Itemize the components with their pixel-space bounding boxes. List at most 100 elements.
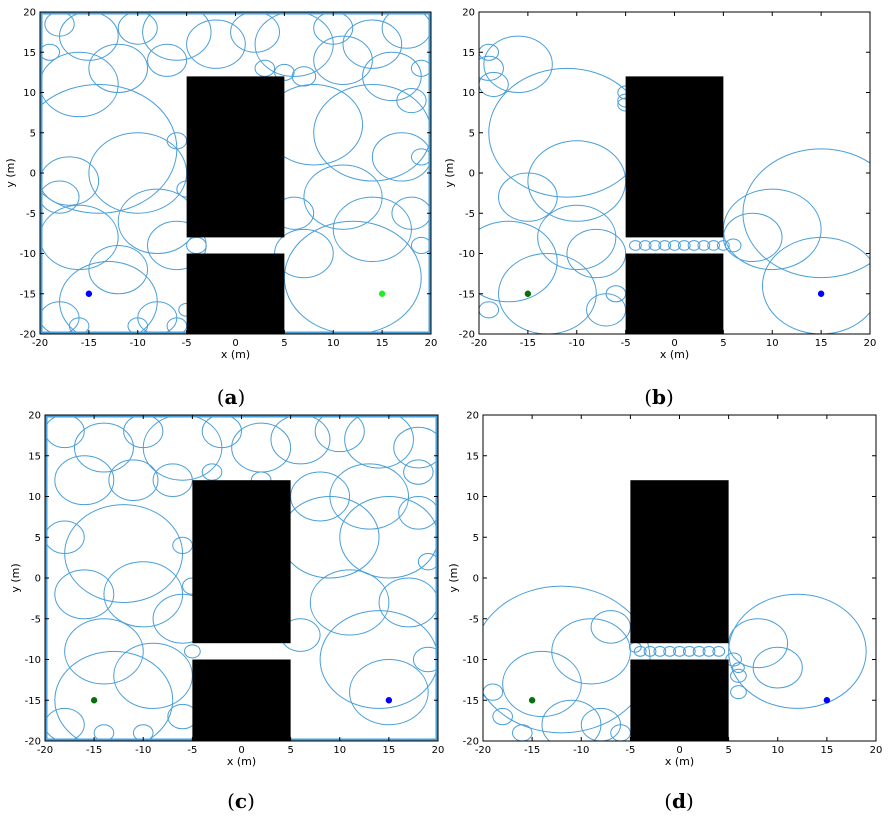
y-axis-label: y (m): [4, 158, 17, 187]
coverage-circle: [752, 646, 803, 689]
coverage-circle: [344, 415, 414, 469]
x-tick-label: 10: [766, 338, 779, 349]
y-tick-label: 10: [23, 88, 36, 99]
coverage-circle: [270, 415, 331, 465]
marker-point: [528, 697, 536, 704]
y-tick-label: -15: [459, 289, 475, 300]
y-tick-label: -15: [25, 696, 41, 707]
coverage-circle: [479, 220, 558, 303]
y-tick-label: 10: [28, 492, 41, 503]
coverage-circle: [629, 240, 642, 251]
obstacle: [630, 659, 729, 741]
y-tick-label: 20: [28, 411, 41, 422]
coverage-circle: [590, 610, 631, 644]
obstacle: [186, 76, 285, 238]
coverage-circle: [479, 43, 500, 61]
x-tick-label: -20: [475, 745, 491, 756]
x-tick-label: 10: [333, 745, 346, 756]
coverage-circle: [410, 59, 431, 77]
coverage-circle: [668, 240, 681, 251]
y-tick-label: 0: [35, 574, 41, 585]
y-axis-label: y (m): [447, 563, 460, 592]
x-tick-label: 5: [725, 745, 731, 756]
coverage-circle: [498, 172, 558, 222]
x-tick-label: 15: [821, 745, 834, 756]
coverage-circle: [398, 496, 438, 530]
coverage-circle: [761, 236, 870, 334]
panel-caption: (b): [644, 385, 674, 409]
coverage-circle: [40, 51, 119, 118]
panel-c: -20 -15 -10 -5 0 5 10 15 20 -20 -15 -10 -5 0 5 10 15 20 x …: [9, 411, 444, 814]
coverage-circle: [54, 569, 115, 620]
y-tick-label: 5: [473, 533, 479, 544]
coverage-circle: [412, 646, 438, 673]
y-tick-label: 5: [35, 533, 41, 544]
y-tick-label: -5: [469, 614, 479, 625]
coverage-circle: [40, 180, 80, 214]
coverage-circle: [303, 164, 383, 230]
obstacle: [625, 253, 724, 334]
x-tick-label: 0: [671, 338, 677, 349]
x-tick-label: 0: [232, 338, 238, 349]
coverage-circle: [730, 668, 747, 683]
x-tick-label: -5: [187, 745, 197, 756]
coverage-circle: [492, 707, 513, 726]
coverage-circle: [230, 12, 280, 53]
panel-caption: (a): [217, 385, 246, 409]
coverage-circle: [483, 683, 504, 701]
x-tick-label: -20: [32, 338, 48, 349]
coverage-circle: [663, 645, 677, 657]
x-tick-label: -10: [135, 745, 151, 756]
y-tick-label: 0: [473, 574, 479, 585]
x-tick-label: -10: [130, 338, 146, 349]
y-tick-label: -10: [25, 655, 41, 666]
coverage-circle: [142, 12, 212, 61]
coverage-circle: [313, 35, 373, 85]
coverage-circle: [410, 236, 431, 254]
coverage-circle: [732, 662, 745, 674]
y-tick-label: 5: [469, 128, 475, 139]
panel-d: -20 -15 -10 -5 0 5 10 15 20 -20 -15 -10 -5 0 5 10 15 20 x …: [447, 411, 882, 814]
y-tick-label: 0: [469, 169, 475, 180]
panel-caption: (d): [664, 789, 694, 813]
coverage-circle: [391, 196, 431, 230]
x-tick-label: 15: [815, 338, 828, 349]
coverage-circle: [45, 707, 85, 741]
y-tick-label: -20: [463, 737, 479, 748]
marker-point: [823, 697, 831, 704]
coverage-circle: [73, 422, 134, 473]
plot-content: [40, 12, 431, 334]
obstacle: [192, 659, 291, 741]
coverage-circle: [403, 459, 434, 485]
y-tick-label: -10: [459, 249, 475, 260]
marker-point: [378, 290, 386, 297]
x-tick-label: -5: [625, 745, 635, 756]
y-tick-label: 20: [466, 411, 479, 422]
coverage-circle: [291, 66, 317, 87]
panel-caption: (c): [227, 789, 255, 813]
coverage-circle: [54, 650, 174, 741]
x-tick-label: -5: [182, 338, 192, 349]
coverage-circle: [658, 240, 672, 251]
coverage-circle: [687, 240, 701, 251]
x-tick-label: 5: [720, 338, 726, 349]
x-tick-label: 15: [376, 338, 389, 349]
coverage-circle: [201, 415, 242, 449]
x-tick-label: -10: [573, 745, 589, 756]
y-tick-label: 10: [466, 492, 479, 503]
x-axis-label: x (m): [660, 348, 689, 361]
coverage-circle: [541, 699, 602, 741]
obstacle: [186, 253, 285, 334]
marker-point: [385, 697, 393, 704]
panel-a: -20 -15 -10 -5 0 5 10 15 20 -20 -15 -10 -5 0 5 10 15 20 x …: [4, 8, 438, 410]
coverage-circle: [88, 244, 149, 295]
x-tick-label: 20: [425, 338, 438, 349]
y-tick-label: -5: [26, 209, 36, 220]
coverage-circle: [381, 12, 431, 49]
panel-b: -20 -15 -10 -5 0 5 10 15 20 -20 -15 -10 -5 0 5 10 15 20 x …: [443, 8, 876, 410]
coverage-circle: [537, 204, 617, 271]
coverage-circle: [127, 317, 149, 334]
coverage-circle: [40, 43, 61, 61]
y-tick-label: 15: [23, 48, 36, 59]
plot-content: [483, 480, 867, 741]
